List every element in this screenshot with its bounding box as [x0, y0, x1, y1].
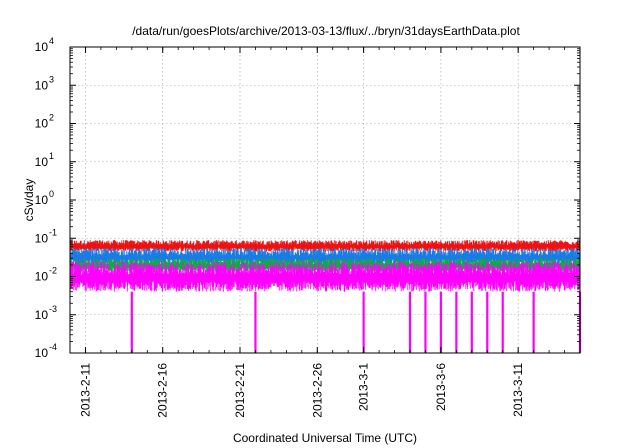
y-tick-exponent: -4	[49, 342, 57, 352]
x-axis: 2013-2-11 2013-2-16 2013-2-21 2013-2-26 2013…	[69, 47, 581, 418]
y-tick-exponent: -1	[49, 227, 57, 237]
y-tick-base: 10	[35, 117, 49, 131]
y-tick-base: 10	[35, 308, 49, 322]
y-tick-base: 10	[35, 270, 49, 284]
y-tick-label: 10	[35, 231, 49, 245]
y-tick-label: 10	[35, 193, 49, 207]
x-tick-label: 2013-3-6	[434, 363, 448, 411]
y-tick-base: 10	[35, 346, 49, 360]
x-tick-label: 2013-3-1	[357, 363, 371, 411]
y-tick-exponent: 0	[49, 189, 54, 199]
y-tick-exponent: 1	[49, 151, 54, 161]
y-tick-exponent: 3	[49, 74, 54, 84]
y-tick-label: 10	[35, 155, 49, 169]
x-tick-label: 2013-2-26	[310, 363, 324, 418]
y-tick-label: 10	[35, 117, 49, 131]
x-tick-label: 2013-2-21	[233, 363, 247, 418]
x-tick-label: 2013-2-16	[156, 363, 170, 418]
x-tick-label: 2013-2-11	[78, 363, 92, 417]
series-group	[69, 240, 582, 353]
y-tick-label: 10	[35, 308, 49, 322]
y-tick-exponent: 4	[49, 36, 54, 46]
y-tick-base: 10	[35, 40, 49, 54]
y-tick-label: 10	[35, 346, 49, 360]
y-tick-label: 10	[35, 270, 49, 284]
y-tick-exponent: 2	[49, 113, 54, 123]
y-tick-label: 10	[35, 40, 49, 54]
y-tick-exponent: -2	[49, 266, 57, 276]
y-tick-base: 10	[35, 231, 49, 245]
y-axis-label: cSv/day	[22, 179, 36, 222]
y-tick-exponent: -3	[49, 304, 57, 314]
y-tick-base: 10	[35, 155, 49, 169]
x-tick-label: 2013-3-11	[511, 363, 525, 417]
chart-title: /data/run/goesPlots/archive/2013-03-13/f…	[132, 24, 520, 38]
y-tick-base: 10	[35, 78, 49, 92]
x-axis-label: Coordinated Universal Time (UTC)	[233, 431, 417, 445]
y-tick-label: 10	[35, 78, 49, 92]
y-tick-base: 10	[35, 193, 49, 207]
